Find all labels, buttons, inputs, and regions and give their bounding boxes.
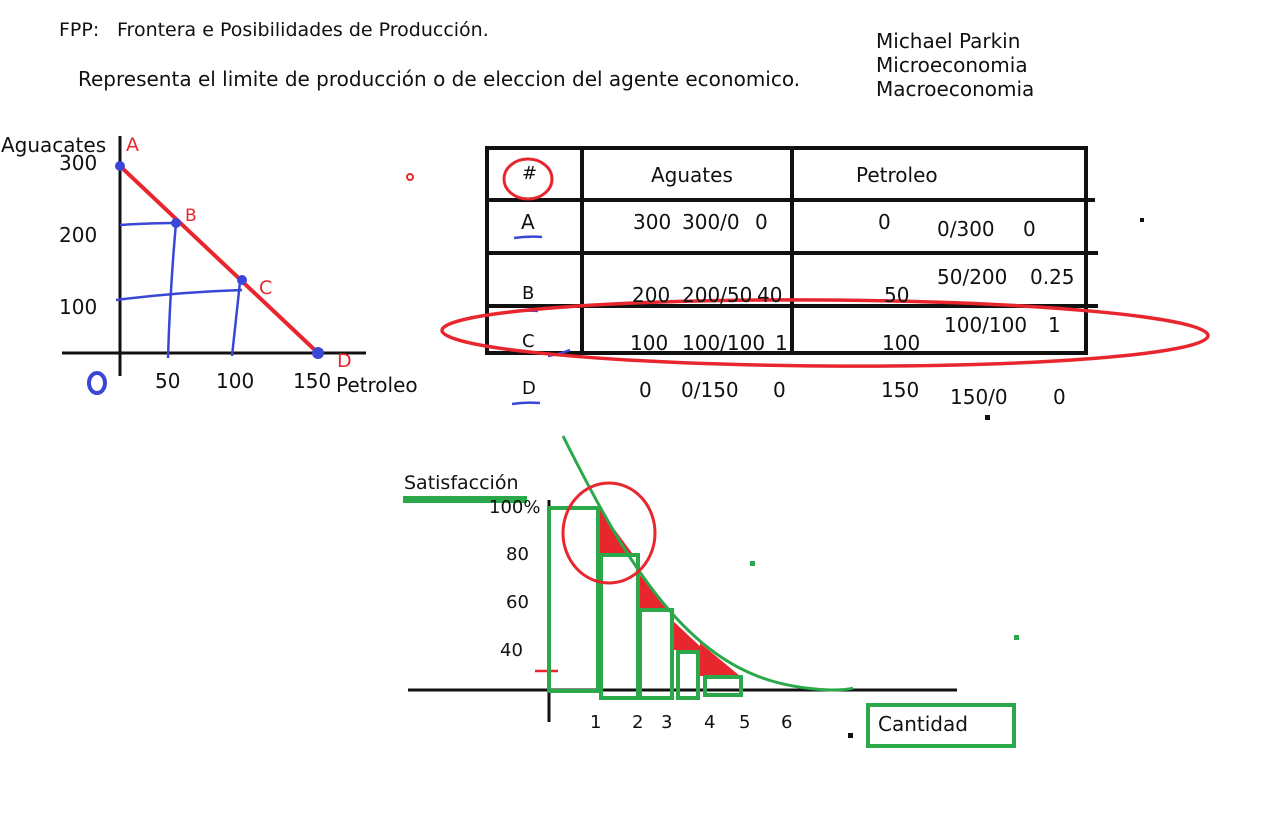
stray-dot bbox=[1140, 218, 1144, 222]
row-d-aguacates-extra: 0 bbox=[773, 378, 786, 402]
table-header-aguacates: Aguates bbox=[651, 163, 733, 187]
loss-triangle-3 bbox=[672, 620, 704, 650]
sat-x-tick: 6 bbox=[781, 712, 793, 733]
fpp-description: Representa el limite de producción o de … bbox=[78, 67, 801, 91]
ppf-x-tick: 50 bbox=[155, 369, 181, 393]
ppf-point-b-marker bbox=[171, 218, 181, 228]
cantidad-label-box bbox=[866, 703, 1016, 748]
row-b-label: B bbox=[522, 283, 535, 304]
row-b-petroleo: 50 bbox=[884, 283, 910, 307]
row-c-highlight-ellipse bbox=[440, 298, 1210, 368]
row-d-petroleo-ratio: 150/0 bbox=[950, 385, 1008, 409]
sat-x-tick: 4 bbox=[704, 712, 716, 733]
ppf-origin-mark bbox=[87, 371, 107, 395]
ppf-y-axis-label: Aguacates bbox=[1, 133, 107, 157]
row-c-aguacates-ratio: 100/100 bbox=[682, 331, 766, 355]
ppf-point-d-marker bbox=[312, 347, 324, 359]
row-d-petroleo-extra: 0 bbox=[1053, 385, 1066, 409]
bar-1 bbox=[547, 506, 600, 693]
bar-3 bbox=[638, 608, 674, 700]
marginal-utility-curve bbox=[561, 435, 854, 692]
row-c-label: C bbox=[522, 331, 535, 352]
ppf-point-c-marker bbox=[237, 275, 247, 285]
sat-x-tick: 3 bbox=[661, 712, 673, 733]
table-header-number: # bbox=[522, 163, 538, 184]
ppf-y-tick: 200 bbox=[59, 223, 98, 247]
row-c-aguacates: 100 bbox=[630, 331, 669, 355]
stray-red-dot bbox=[406, 173, 414, 181]
sat-x-tick: 2 bbox=[632, 712, 644, 733]
row-c-petroleo-ratio: 100/100 bbox=[944, 313, 1028, 337]
ppf-point-d-label: D bbox=[337, 350, 352, 372]
row-d-label: D bbox=[522, 378, 536, 399]
sat-y-axis-label: Satisfacción bbox=[404, 472, 519, 494]
book-macroeconomia: Macroeconomia bbox=[876, 77, 1035, 101]
ppf-x-axis-label: Petroleo bbox=[336, 373, 418, 397]
stray-dot bbox=[750, 561, 755, 566]
sat-x-axis-label: Cantidad bbox=[878, 712, 968, 736]
stray-dot bbox=[848, 733, 853, 738]
ppf-point-a-label: A bbox=[126, 134, 139, 156]
guide-c-vertical bbox=[230, 281, 242, 357]
sat-y-tick: 60 bbox=[506, 592, 529, 613]
satisfaction-chart bbox=[403, 435, 1016, 748]
row-d-underline bbox=[511, 401, 541, 406]
row-a-label: A bbox=[521, 210, 535, 234]
ppf-point-c-label: C bbox=[259, 277, 273, 299]
fpp-title: Frontera e Posibilidades de Producción. bbox=[117, 19, 489, 41]
row-d-aguacates-ratio: 0/150 bbox=[681, 378, 739, 402]
row-c-petroleo: 100 bbox=[882, 331, 921, 355]
row-d-aguacates: 0 bbox=[639, 378, 652, 402]
guide-b-vertical bbox=[166, 222, 178, 359]
ppf-x-tick: 100 bbox=[216, 369, 255, 393]
ppf-curve bbox=[118, 164, 320, 355]
book-microeconomia: Microeconomia bbox=[876, 53, 1028, 77]
row-a-underline bbox=[513, 235, 543, 240]
row-c-petroleo-extra: 1 bbox=[1048, 313, 1061, 337]
ppf-x-tick: 150 bbox=[293, 369, 332, 393]
top-highlight-circle bbox=[561, 481, 657, 585]
guide-c-horizontal bbox=[115, 288, 243, 302]
row-a-petroleo-ratio: 0/300 bbox=[937, 217, 995, 241]
row-c-aguacates-extra: 1 bbox=[775, 331, 788, 355]
ppf-chart bbox=[62, 136, 366, 395]
sat-x-tick: 1 bbox=[590, 712, 602, 733]
bar-5 bbox=[703, 675, 743, 697]
sat-y-tick: 80 bbox=[506, 544, 529, 565]
stray-dot bbox=[985, 415, 990, 420]
guide-b-horizontal bbox=[119, 221, 179, 227]
row-d-petroleo: 150 bbox=[881, 378, 920, 402]
ppf-guides bbox=[115, 221, 243, 359]
row-b-petroleo-extra: 0.25 bbox=[1030, 265, 1075, 289]
row-a-aguacates-extra: 0 bbox=[755, 210, 768, 234]
sat-y-tick: 40 bbox=[500, 640, 523, 661]
ppf-point-a-marker bbox=[115, 161, 125, 171]
table-header-petroleo: Petroleo bbox=[856, 163, 938, 187]
row-b-aguacates: 200 bbox=[632, 283, 671, 307]
ppf-y-tick: 300 bbox=[59, 151, 98, 175]
bar-4 bbox=[676, 650, 700, 700]
row-a-petroleo-extra: 0 bbox=[1023, 217, 1036, 241]
header-hash-circle bbox=[502, 157, 554, 201]
ppf-y-tick: 100 bbox=[59, 295, 98, 319]
row-b-aguacates-extra: 40 bbox=[757, 283, 783, 307]
sat-x-tick: 5 bbox=[739, 712, 751, 733]
row-a-petroleo: 0 bbox=[878, 210, 891, 234]
row-b-petroleo-ratio: 50/200 bbox=[937, 265, 1008, 289]
row-b-aguacates-ratio: 200/50 bbox=[682, 283, 753, 307]
sat-label-underline bbox=[403, 496, 527, 503]
ppf-point-b-label: B bbox=[185, 206, 197, 226]
stray-dot bbox=[1014, 635, 1019, 640]
sat-y-tick: 100% bbox=[489, 497, 541, 518]
loss-triangle-4 bbox=[700, 643, 740, 676]
author-name: Michael Parkin bbox=[876, 29, 1021, 53]
fpp-abbreviation: FPP: bbox=[59, 19, 100, 41]
row-a-aguacates-ratio: 300/0 bbox=[682, 210, 740, 234]
row-a-aguacates: 300 bbox=[633, 210, 672, 234]
